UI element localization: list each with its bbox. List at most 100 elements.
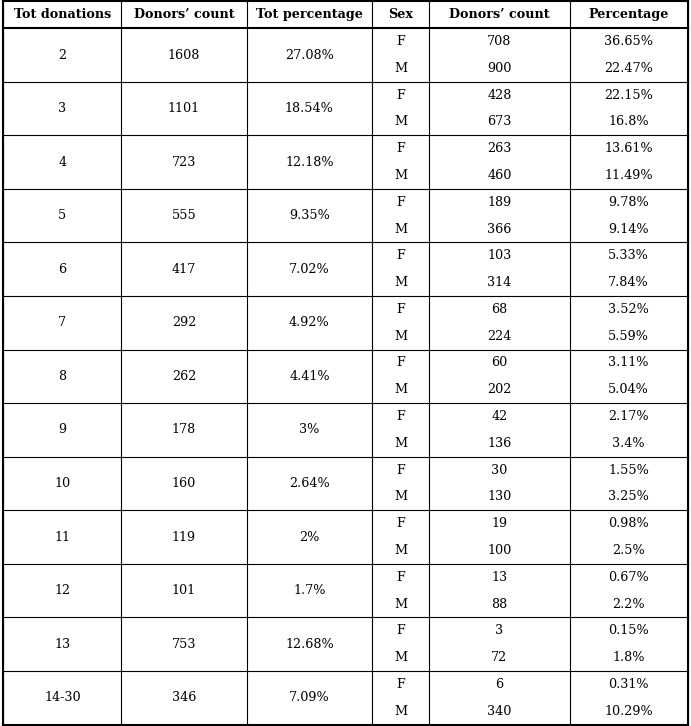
Text: F: F [396,303,405,316]
Text: 19: 19 [491,517,507,530]
Text: F: F [396,142,405,155]
Text: 0.98%: 0.98% [608,517,649,530]
Text: 9.14%: 9.14% [608,223,649,236]
Text: 6: 6 [58,263,66,276]
Text: 3.25%: 3.25% [608,490,649,503]
Text: 3.4%: 3.4% [612,437,645,450]
Text: 72: 72 [491,651,508,664]
Text: 130: 130 [487,490,511,503]
Text: 460: 460 [487,169,511,182]
Text: 9.78%: 9.78% [608,196,649,209]
Text: 7: 7 [58,317,66,330]
Text: 119: 119 [172,531,196,544]
Text: 708: 708 [487,35,511,48]
Text: 292: 292 [172,317,196,330]
Text: 224: 224 [487,330,511,343]
Text: 900: 900 [487,62,511,75]
Text: M: M [394,62,407,75]
Text: 5.33%: 5.33% [608,249,649,262]
Text: 2%: 2% [299,531,319,544]
Text: 2.2%: 2.2% [612,597,645,611]
Text: Tot percentage: Tot percentage [256,8,363,21]
Text: 160: 160 [172,477,196,490]
Text: 27.08%: 27.08% [285,49,334,62]
Text: 14-30: 14-30 [44,691,81,704]
Text: 202: 202 [487,383,511,396]
Text: 2.64%: 2.64% [289,477,330,490]
Text: F: F [396,356,405,370]
Text: F: F [396,196,405,209]
Text: 5.04%: 5.04% [608,383,649,396]
Text: 88: 88 [491,597,508,611]
Text: 101: 101 [172,584,196,597]
Text: 100: 100 [487,544,511,557]
Text: 10: 10 [55,477,70,490]
Text: 136: 136 [487,437,511,450]
Text: 60: 60 [491,356,508,370]
Text: Percentage: Percentage [589,8,669,21]
Text: 11: 11 [55,531,70,544]
Text: 4.41%: 4.41% [289,370,330,383]
Text: 7.84%: 7.84% [608,276,649,289]
Text: 6: 6 [495,678,504,691]
Text: 1101: 1101 [168,102,200,115]
Text: Tot donations: Tot donations [14,8,111,21]
Text: 3%: 3% [299,423,319,436]
Text: Donors’ count: Donors’ count [133,8,234,21]
Text: 8: 8 [58,370,66,383]
Text: 1.8%: 1.8% [612,651,645,664]
Text: 12: 12 [55,584,70,597]
Text: 417: 417 [172,263,196,276]
Text: M: M [394,437,407,450]
Text: 22.15%: 22.15% [604,89,653,102]
Text: 13: 13 [491,571,507,584]
Text: 340: 340 [487,705,511,718]
Text: 178: 178 [172,423,196,436]
Text: 1.55%: 1.55% [608,464,649,477]
Text: M: M [394,651,407,664]
Text: 0.31%: 0.31% [608,678,649,691]
Text: 3.11%: 3.11% [608,356,649,370]
Text: 262: 262 [172,370,196,383]
Text: 3: 3 [495,624,504,637]
Text: F: F [396,464,405,477]
Text: Donors’ count: Donors’ count [449,8,550,21]
Text: 2: 2 [58,49,66,62]
Text: 9: 9 [58,423,66,436]
Text: 13.61%: 13.61% [605,142,653,155]
Text: 13: 13 [55,637,70,650]
Text: F: F [396,410,405,423]
Text: 7.02%: 7.02% [289,263,330,276]
Text: 68: 68 [491,303,508,316]
Text: 30: 30 [491,464,508,477]
Text: 2.5%: 2.5% [612,544,645,557]
Text: 36.65%: 36.65% [604,35,653,48]
Text: F: F [396,89,405,102]
Text: F: F [396,624,405,637]
Text: F: F [396,249,405,262]
Text: 314: 314 [487,276,511,289]
Text: 0.67%: 0.67% [608,571,649,584]
Text: 723: 723 [172,155,196,168]
Text: 2.17%: 2.17% [608,410,649,423]
Text: 4: 4 [58,155,66,168]
Text: 18.54%: 18.54% [285,102,334,115]
Text: 7.09%: 7.09% [289,691,330,704]
Text: 1.7%: 1.7% [293,584,325,597]
Text: 11.49%: 11.49% [605,169,653,182]
Text: 428: 428 [487,89,511,102]
Text: 42: 42 [491,410,508,423]
Text: M: M [394,115,407,129]
Text: 3.52%: 3.52% [608,303,649,316]
Text: 103: 103 [487,249,511,262]
Text: 12.18%: 12.18% [285,155,334,168]
Text: 366: 366 [487,223,511,236]
Text: 22.47%: 22.47% [604,62,653,75]
Text: 673: 673 [487,115,511,129]
Text: 263: 263 [487,142,511,155]
Text: 346: 346 [172,691,196,704]
Text: 5: 5 [58,209,66,222]
Text: M: M [394,705,407,718]
Text: 9.35%: 9.35% [289,209,330,222]
Text: 16.8%: 16.8% [608,115,649,129]
